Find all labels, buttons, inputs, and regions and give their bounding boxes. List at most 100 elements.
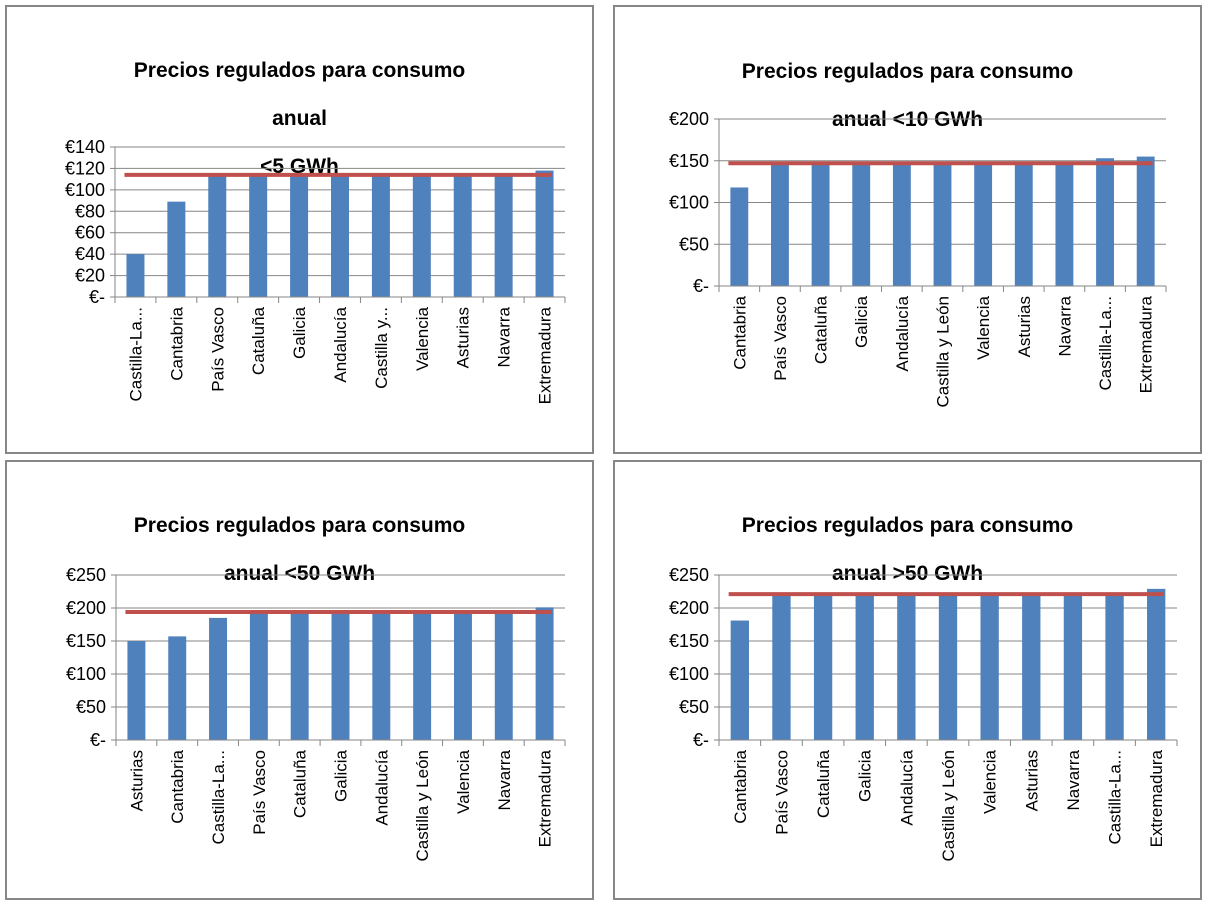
bar bbox=[1014, 164, 1033, 286]
y-tick-label: €200 bbox=[669, 109, 709, 129]
bar bbox=[933, 164, 952, 286]
bar bbox=[730, 187, 749, 286]
chart-panel-gt50: Precios regulados para consumo anual >50… bbox=[613, 460, 1202, 900]
bar bbox=[290, 613, 309, 740]
x-category-label: Valencia bbox=[413, 306, 432, 370]
x-category-label: Valencia bbox=[454, 749, 473, 813]
bar bbox=[331, 175, 349, 297]
chart-title: Precios regulados para consumo anual <5 … bbox=[7, 35, 592, 203]
bar bbox=[494, 613, 513, 740]
x-category-label: Navarra bbox=[495, 749, 514, 810]
bar-chart-lt50: €- €50 €100 €150 €200 €250 Asturias Cantabria Ca… bbox=[66, 565, 566, 862]
bar bbox=[730, 620, 749, 740]
x-category-label: Castilla y León bbox=[939, 750, 958, 862]
x-category-label: Cantabria bbox=[731, 749, 750, 823]
bar bbox=[811, 164, 830, 286]
x-category-label: Castilla-La... bbox=[1106, 750, 1125, 844]
x-category-label: Castilla y León bbox=[934, 296, 953, 408]
y-tick-label: €200 bbox=[669, 598, 709, 618]
bar bbox=[412, 175, 431, 297]
bar bbox=[813, 594, 833, 740]
bar bbox=[772, 594, 791, 740]
x-category-label: Galicia bbox=[332, 749, 351, 802]
chart-title-line: anual <50 GWh bbox=[223, 562, 376, 585]
chart-title: Precios regulados para consumo anual >50… bbox=[615, 490, 1200, 610]
bar bbox=[771, 164, 789, 286]
x-category-label: Andalucía bbox=[897, 749, 916, 825]
chart-title-line: <5 GWh bbox=[260, 155, 339, 178]
x-category-label: Castilla-La... bbox=[126, 307, 145, 401]
bar bbox=[208, 175, 227, 297]
y-tick-label: €60 bbox=[75, 223, 105, 243]
bar bbox=[249, 175, 268, 297]
bar bbox=[535, 170, 554, 297]
x-category-label: Valencia bbox=[974, 295, 993, 359]
y-tick-label: €250 bbox=[669, 565, 709, 585]
bar bbox=[535, 607, 554, 740]
y-tick-label: €250 bbox=[66, 565, 106, 585]
y-tick-label: €50 bbox=[76, 697, 106, 717]
x-category-label: Cataluña bbox=[291, 749, 310, 818]
y-tick-label: €150 bbox=[669, 151, 709, 171]
x-category-label: Cataluña bbox=[814, 749, 833, 818]
y-tick-label: €- bbox=[90, 730, 106, 750]
bar bbox=[127, 641, 146, 740]
y-tick-label: €- bbox=[89, 287, 105, 307]
bar-chart-lt5: €-€20€40€60€80€100€120€140 Castilla-La...… bbox=[65, 137, 566, 404]
y-tick-label: €50 bbox=[679, 697, 709, 717]
y-tick-label: €40 bbox=[75, 244, 105, 264]
bar bbox=[372, 613, 391, 740]
bar bbox=[855, 594, 874, 740]
chart-title-line: anual bbox=[272, 107, 327, 130]
x-category-label: Extremadura bbox=[1137, 295, 1156, 393]
x-category-label: País Vasco bbox=[208, 307, 227, 392]
x-category-label: País Vasco bbox=[772, 750, 791, 835]
x-category-label: Cataluña bbox=[249, 306, 268, 375]
bar bbox=[494, 175, 513, 297]
y-tick-label: €100 bbox=[66, 664, 106, 684]
bar bbox=[1147, 588, 1166, 740]
x-category-label: Asturias bbox=[127, 750, 146, 811]
bar bbox=[892, 164, 911, 286]
chart-title-line: Precios regulados para consumo bbox=[133, 514, 466, 537]
bar bbox=[453, 613, 472, 740]
x-category-label: Galicia bbox=[290, 306, 309, 359]
bar bbox=[1136, 156, 1155, 286]
bar bbox=[980, 594, 999, 740]
x-category-label: Extremadura bbox=[536, 749, 555, 847]
bar bbox=[453, 175, 472, 297]
x-category-label: Cantabria bbox=[168, 749, 187, 823]
x-category-label: Navarra bbox=[495, 306, 514, 367]
x-category-label: Castilla-La... bbox=[1096, 296, 1115, 390]
x-category-label: Cataluña bbox=[812, 295, 831, 364]
y-tick-label: €100 bbox=[669, 193, 709, 213]
chart-panel-lt5: Precios regulados para consumo anual <5 … bbox=[5, 5, 594, 454]
chart-title-line: Precios regulados para consumo bbox=[741, 514, 1074, 537]
x-category-label: Andalucía bbox=[893, 295, 912, 371]
y-tick-label: €- bbox=[693, 730, 709, 750]
bar bbox=[331, 613, 350, 740]
x-category-label: Castilla y... bbox=[372, 307, 391, 389]
y-tick-label: €150 bbox=[669, 631, 709, 651]
bar bbox=[1063, 594, 1083, 740]
bar bbox=[126, 254, 145, 297]
bar bbox=[1022, 594, 1041, 740]
bar bbox=[249, 613, 268, 740]
x-category-label: Valencia bbox=[981, 749, 1000, 813]
x-category-label: Castilla y León bbox=[413, 750, 432, 862]
bar-chart-lt10: €- €50 €100 €150 €200 Cantabria País Vasco Cata… bbox=[669, 109, 1167, 408]
x-category-label: País Vasco bbox=[250, 750, 269, 835]
y-tick-label: €20 bbox=[75, 266, 105, 286]
bar bbox=[168, 636, 187, 740]
chart-title: Precios regulados para consumo anual <50… bbox=[7, 490, 592, 610]
x-category-label: Galicia bbox=[856, 749, 875, 802]
y-tick-label: €100 bbox=[65, 180, 105, 200]
y-tick-label: €200 bbox=[66, 598, 106, 618]
y-tick-label: €80 bbox=[75, 201, 105, 221]
x-category-label: Cantabria bbox=[730, 295, 749, 369]
y-tick-label: €50 bbox=[679, 234, 709, 254]
y-tick-label: €100 bbox=[669, 664, 709, 684]
chart-title-line: anual >50 GWh bbox=[831, 562, 984, 585]
bar bbox=[1105, 594, 1124, 740]
x-category-label: Navarra bbox=[1064, 749, 1083, 810]
